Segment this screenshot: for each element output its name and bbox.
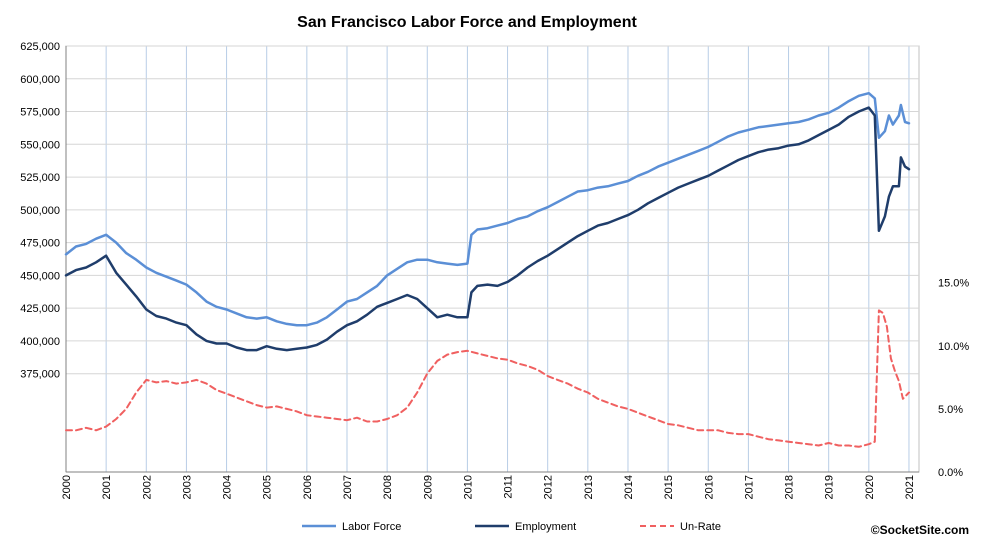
x-tick-label: 2013 (583, 475, 595, 499)
x-tick-label: 2000 (61, 475, 73, 499)
legend-label: Labor Force (342, 521, 401, 533)
y-left-tick-label: 375,000 (20, 369, 60, 381)
x-tick-label: 2021 (904, 475, 916, 499)
x-tick-label: 2004 (222, 475, 234, 499)
y-left-tick-label: 625,000 (20, 41, 60, 53)
x-tick-label: 2009 (422, 475, 434, 499)
x-tick-label: 2003 (181, 475, 193, 499)
y-right-tick-label: 10.0% (938, 341, 969, 353)
chart-title: San Francisco Labor Force and Employment (297, 14, 637, 31)
x-tick-label: 2006 (302, 475, 314, 499)
y-left-tick-label: 500,000 (20, 205, 60, 217)
y-left-tick-label: 575,000 (20, 107, 60, 119)
y-right-tick-label: 0.0% (938, 467, 963, 479)
x-tick-label: 2017 (743, 475, 755, 499)
series-line-employment (64, 106, 911, 352)
legend-label: Employment (515, 521, 576, 533)
y-left-tick-label: 550,000 (20, 139, 60, 151)
credit-text: ©SocketSite.com (871, 523, 969, 537)
y-left-tick-labels: 375,000 400,000 425,000 450,000 475,000 500,0… (20, 41, 60, 381)
plot-area (65, 45, 920, 473)
y-left-tick-label: 450,000 (20, 270, 60, 282)
x-tick-label: 2014 (623, 475, 635, 499)
y-left-tick-label: 475,000 (20, 238, 60, 250)
series-layer (64, 91, 911, 448)
y-left-tick-label: 425,000 (20, 303, 60, 315)
x-gridlines (65, 46, 910, 472)
x-tick-label: 2020 (864, 475, 876, 499)
series-line-un-rate (65, 309, 910, 448)
series-line-labor-force (64, 91, 911, 327)
axes (65, 46, 919, 473)
y-left-tick-label: 400,000 (20, 336, 60, 348)
x-tick-label: 2015 (663, 475, 675, 499)
x-tick-label: 2016 (703, 475, 715, 499)
x-tick-label: 2001 (101, 475, 113, 499)
x-tick-label: 2012 (543, 475, 555, 499)
y-left-tick-label: 525,000 (20, 172, 60, 184)
x-tick-label: 2010 (462, 475, 474, 499)
y-left-tick-label: 600,000 (20, 74, 60, 86)
x-tick-label: 2002 (141, 475, 153, 499)
x-tick-label: 2005 (262, 475, 274, 499)
x-tick-label: 2018 (784, 475, 796, 499)
x-tick-label: 2008 (382, 475, 394, 499)
y-right-tick-label: 5.0% (938, 404, 963, 416)
legend-label: Un-Rate (680, 521, 721, 533)
x-tick-label: 2007 (342, 475, 354, 499)
legend: Labor Force Employment Un-Rate (302, 521, 721, 533)
y-right-tick-label: 15.0% (938, 278, 969, 290)
x-tick-labels: 2000 2001 2002 2003 2004 2005 2006 2007 2008 2009… (61, 475, 916, 499)
x-tick-label: 2011 (503, 475, 515, 499)
y-right-tick-labels: 0.0% 5.0% 10.0% 15.0% (938, 278, 969, 479)
x-tick-label: 2019 (824, 475, 836, 499)
